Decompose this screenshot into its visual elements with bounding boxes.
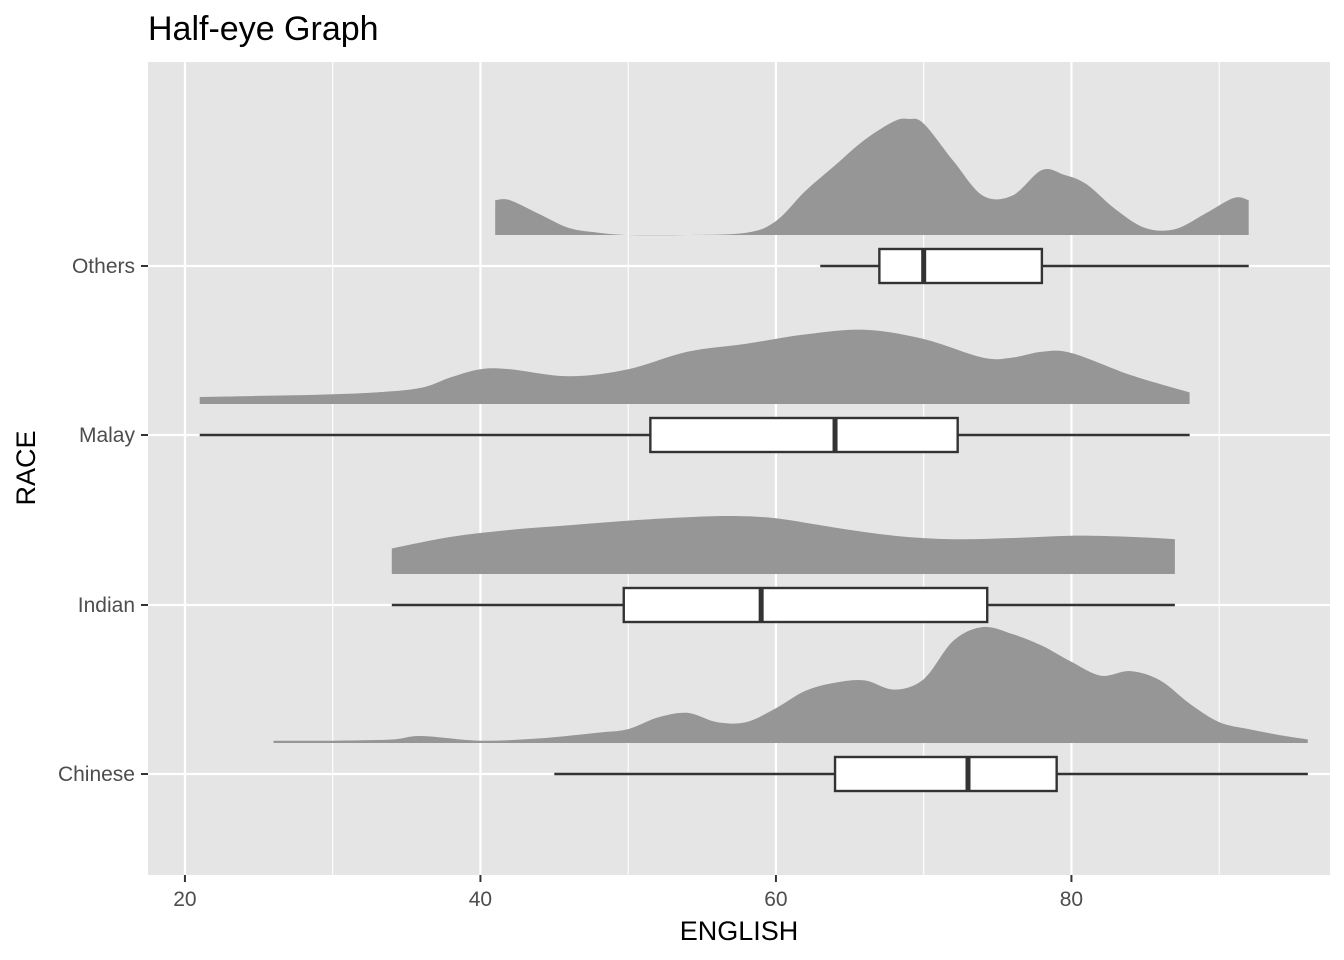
boxplot-indian [391,586,1175,624]
density-chinese [273,626,1308,743]
box-others [878,247,1044,285]
y-tick-label-chinese: Chinese [58,763,135,786]
y-tick-label-others: Others [72,255,135,278]
box-malay [649,416,959,454]
y-tick-label-indian: Indian [78,594,135,617]
boxplot-layer [199,247,1308,793]
y-axis: Chinese Indian Malay Others [58,255,148,786]
x-axis: 20 40 60 80 [173,875,1083,911]
boxplot-malay [199,416,1190,454]
plot-panel [148,62,1330,875]
x-tick-label: 20 [173,888,196,911]
box-chinese [833,755,1058,793]
y-tick-label-malay: Malay [79,424,136,447]
x-axis-title: ENGLISH [680,916,799,946]
boxplot-chinese [554,755,1308,793]
chart-title: Half-eye Graph [148,10,379,48]
x-tick-label: 60 [764,888,787,911]
y-axis-title: RACE [11,430,41,505]
x-tick-label: 40 [469,888,492,911]
density-indian [391,515,1175,574]
boxplot-others [820,247,1249,285]
density-malay [199,329,1190,404]
density-others [495,118,1249,236]
density-layer [199,118,1308,743]
box-indian [622,586,989,624]
x-tick-label: 80 [1060,888,1083,911]
